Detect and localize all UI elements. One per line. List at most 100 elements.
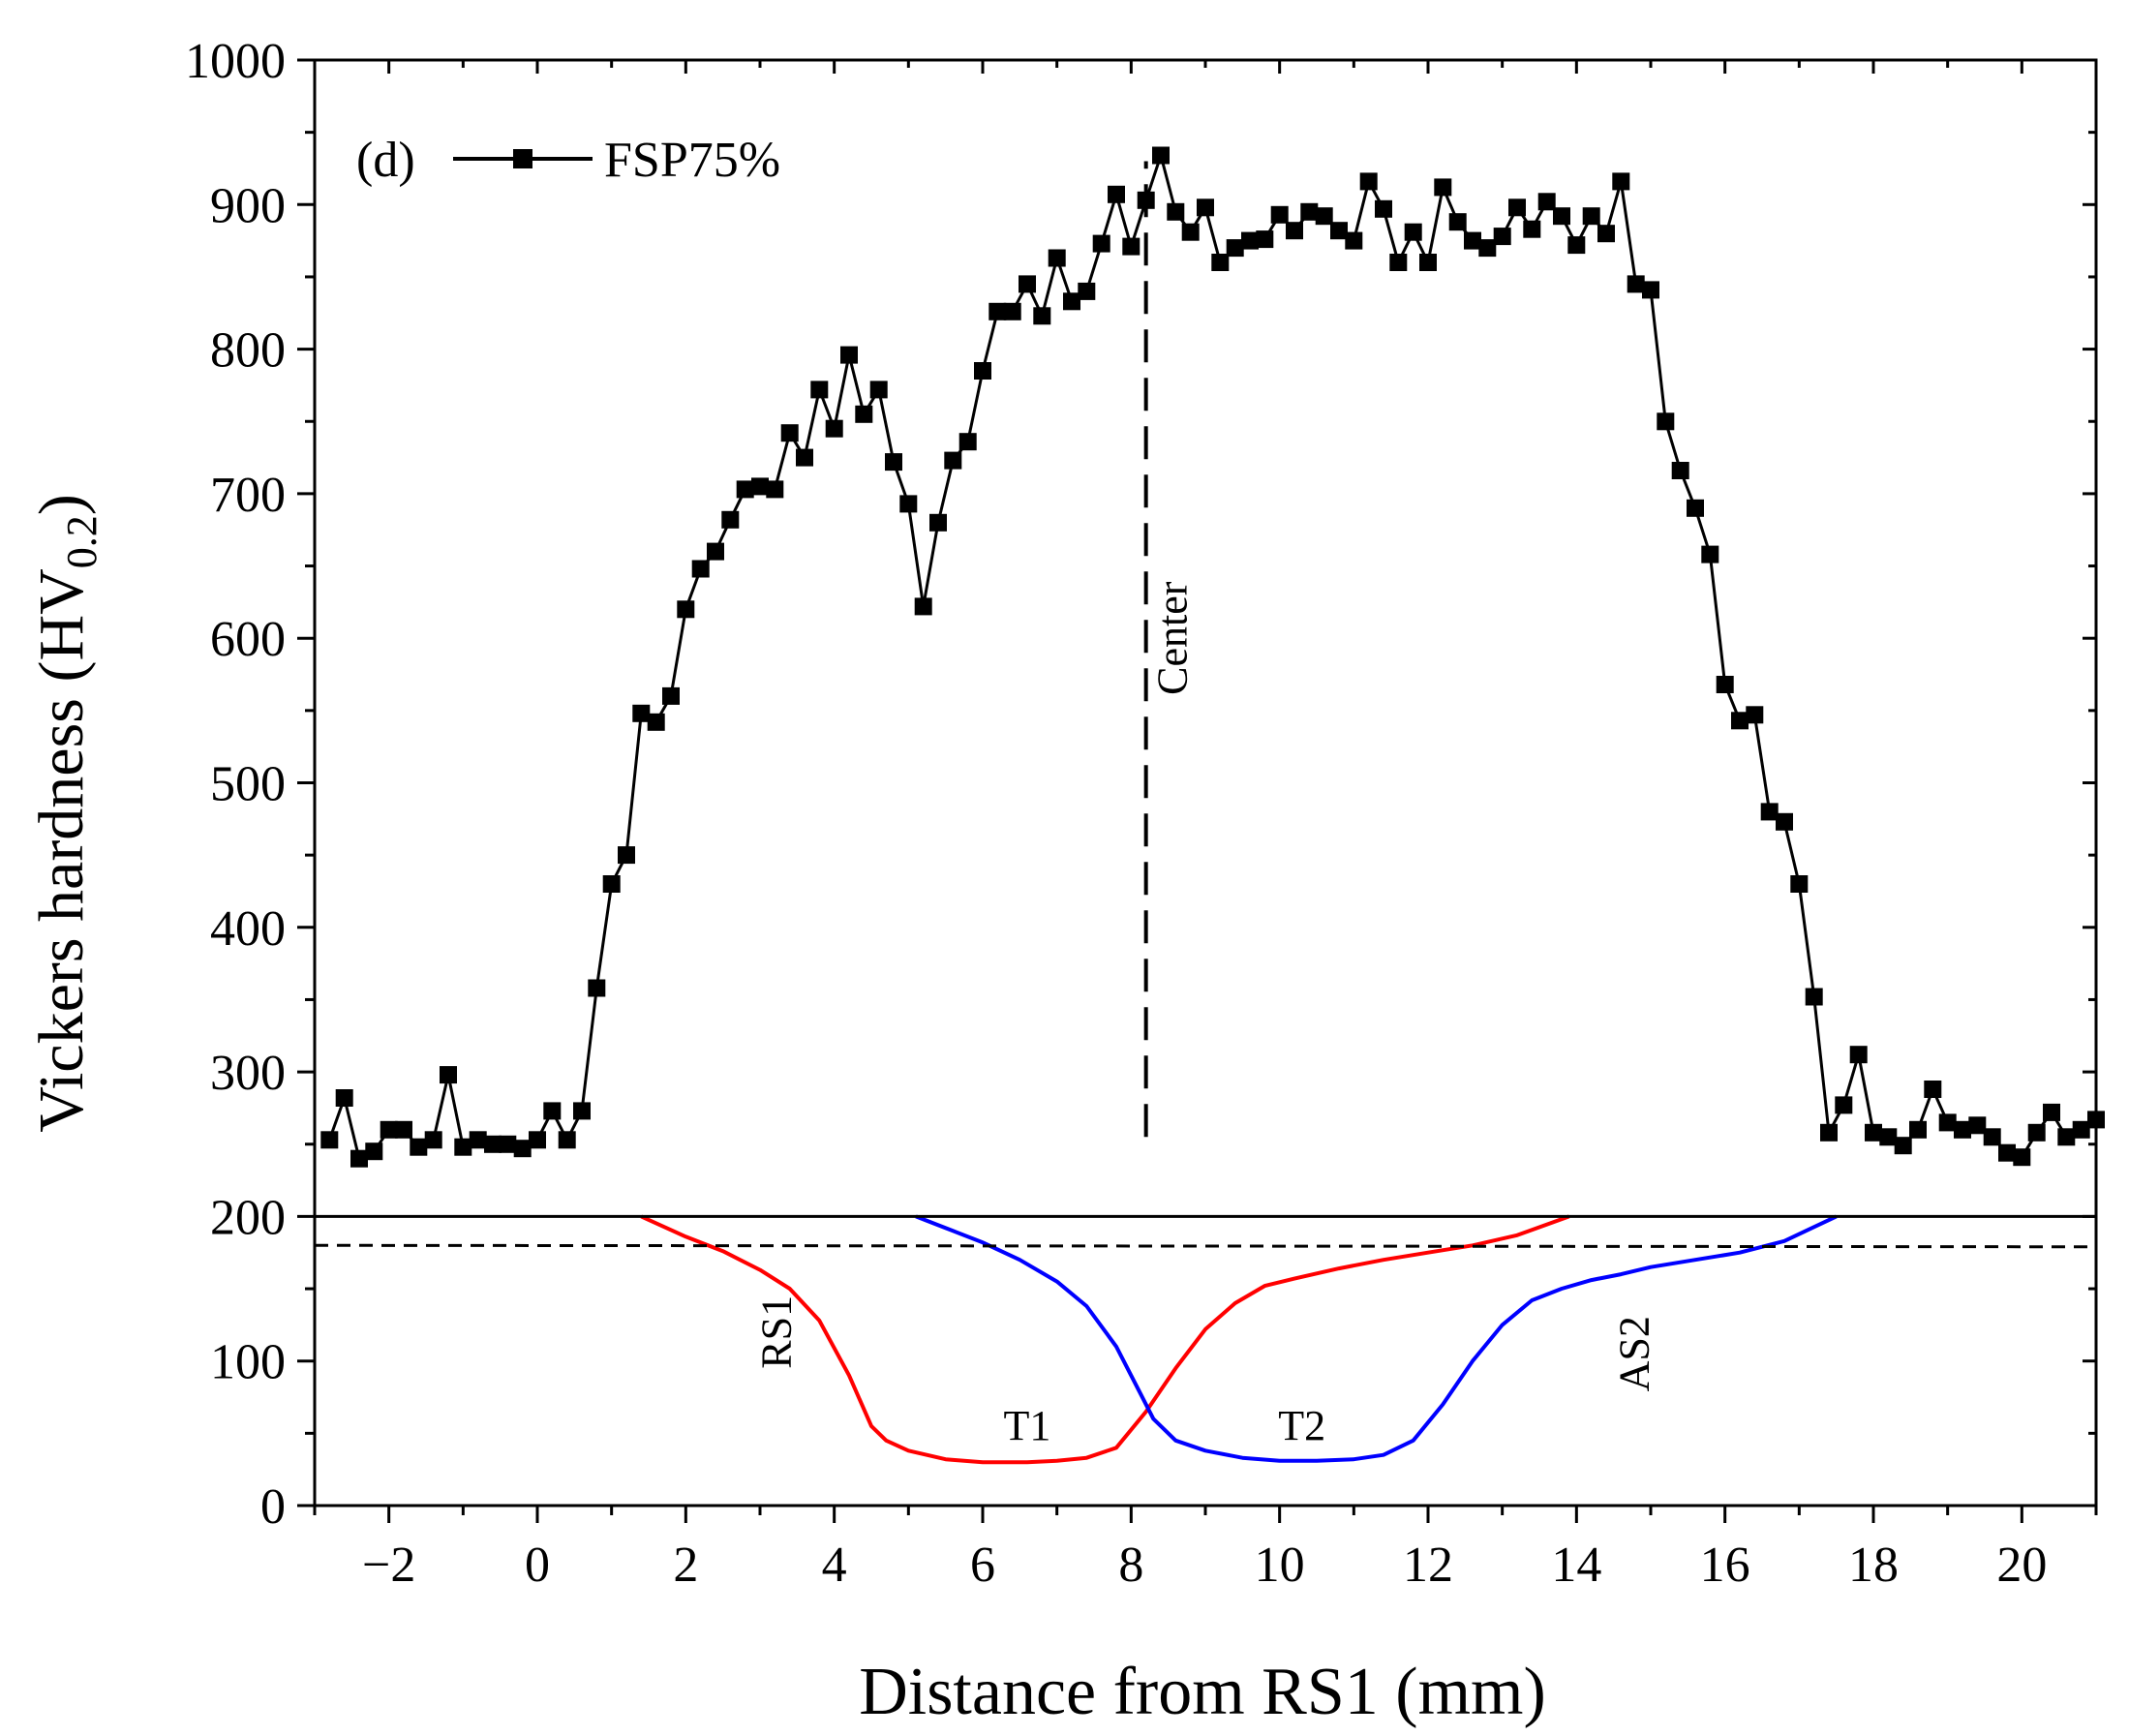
data-point (1108, 185, 1125, 203)
data-point (365, 1142, 383, 1161)
plot-frame (313, 58, 2098, 1508)
data-point (2043, 1103, 2060, 1121)
data-point (855, 405, 873, 423)
data-point (914, 597, 932, 616)
data-point (1849, 1046, 1868, 1064)
data-point (632, 704, 651, 722)
data-point (1671, 462, 1689, 479)
x-axis-label: Distance from RS1 (mm) (859, 1655, 1546, 1729)
data-point (1181, 223, 1200, 241)
data-point (1167, 202, 1185, 221)
data-point (662, 686, 680, 705)
data-point (1063, 292, 1080, 311)
data-point (825, 419, 843, 438)
data-point (1256, 230, 1274, 249)
y-tick-label: 600 (210, 612, 286, 667)
data-point (513, 1140, 532, 1158)
data-point (1122, 237, 1141, 256)
x-tick-label: 0 (525, 1538, 550, 1593)
x-tick-label: 6 (970, 1538, 995, 1593)
y-axis-label-main: Vickers hardness (HV (26, 568, 97, 1133)
y-tick-label: 1000 (185, 34, 286, 89)
data-point (869, 381, 888, 399)
data-point (647, 713, 665, 731)
data-point (766, 480, 784, 499)
data-point (484, 1135, 502, 1153)
data-point (1152, 146, 1170, 165)
data-point (1642, 281, 1659, 299)
data-point (1033, 307, 1051, 325)
data-point (1197, 198, 1214, 217)
data-point (469, 1131, 487, 1149)
data-point (1359, 172, 1378, 191)
data-point (1865, 1123, 1882, 1142)
data-point (1879, 1128, 1898, 1146)
data-point (796, 448, 813, 467)
data-point (1657, 412, 1675, 431)
panel-label: (d) (356, 133, 415, 188)
data-point (350, 1149, 368, 1168)
data-point (1820, 1123, 1838, 1142)
data-point (1938, 1113, 1957, 1132)
data-point (1241, 231, 1259, 250)
x-tick-label: 18 (1848, 1538, 1899, 1593)
data-point (1389, 254, 1408, 271)
data-point (1019, 275, 1036, 293)
data-point (1567, 236, 1586, 255)
data-point (1286, 222, 1303, 240)
data-point (1226, 239, 1244, 258)
data-point (707, 542, 724, 561)
y-tick-label: 800 (210, 323, 286, 379)
data-point (677, 600, 695, 619)
data-point (810, 381, 829, 399)
data-point (424, 1131, 442, 1149)
data-point (1493, 228, 1511, 246)
y-axis-label: Vickers hardness (HV0.2) (26, 494, 106, 1133)
rs1-label: RS1 (752, 1295, 800, 1369)
data-point (1434, 178, 1452, 197)
data-point (1270, 205, 1289, 224)
data-point (1553, 207, 1570, 226)
series-line-fsp75 (327, 154, 2097, 1161)
data-point (558, 1131, 576, 1149)
data-point (1909, 1120, 1927, 1139)
data-point (320, 1131, 339, 1149)
data-point (1048, 249, 1066, 267)
legend: (d) FSP75% (356, 133, 780, 188)
data-point (1731, 712, 1749, 730)
data-point (1805, 988, 1823, 1006)
x-tick-label: −2 (362, 1538, 415, 1593)
data-point (618, 846, 635, 865)
series-markers (320, 146, 2105, 1168)
data-point (2057, 1128, 2076, 1146)
x-tick-label: 16 (1700, 1538, 1750, 1593)
data-point (454, 1138, 472, 1156)
x-tick-label: 10 (1255, 1538, 1305, 1593)
data-point (499, 1135, 517, 1153)
data-point (1746, 706, 1764, 724)
y-tick-label: 0 (260, 1479, 286, 1535)
data-point (1687, 499, 1704, 517)
data-point (529, 1131, 546, 1149)
annotations: Center RS1 T1 T2 AS2 (752, 581, 1658, 1449)
data-point (1716, 676, 1734, 693)
data-point (380, 1120, 398, 1139)
data-point (573, 1102, 591, 1120)
x-tick-label: 14 (1551, 1538, 1601, 1593)
data-point (543, 1102, 562, 1120)
data-point (2013, 1148, 2031, 1167)
data-point (1523, 220, 1541, 238)
t1-label: T1 (1004, 1402, 1051, 1449)
data-point (1776, 812, 1793, 831)
data-point (440, 1066, 457, 1084)
x-tick-label: 2 (673, 1538, 698, 1593)
data-point (1790, 875, 1809, 893)
y-tick-label: 100 (210, 1335, 286, 1390)
y-tick-label: 400 (210, 901, 286, 957)
y-tick-label: 900 (210, 178, 286, 233)
x-tick-label: 20 (1996, 1538, 2047, 1593)
data-point (988, 302, 1007, 320)
data-point (1968, 1116, 1987, 1135)
legend-marker (513, 149, 532, 168)
